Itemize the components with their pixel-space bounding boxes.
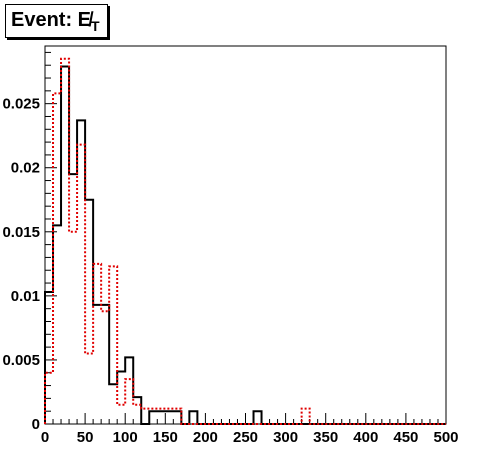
y-tick-label: 0 [32,416,40,433]
y-tick-label: 0.005 [2,352,40,369]
x-tick-label: 50 [77,429,94,446]
histogram-series-red-dotted [44,57,446,425]
x-tick-label: 400 [353,429,378,446]
chart-title: Event: E̸T [11,9,100,34]
x-tick-label: 0 [41,429,49,446]
x-tick-label: 200 [193,429,218,446]
series-layer [44,57,446,425]
x-tick-label: 450 [393,429,418,446]
chart-title-subscript: T [91,17,100,34]
x-tick-label: 350 [313,429,338,446]
y-tick-label: 0.02 [11,160,40,177]
chart-title-box: Event: E̸T [5,4,108,38]
y-tick-label: 0.025 [2,96,40,113]
plot-frame [44,45,447,425]
x-tick-label: 300 [273,429,298,446]
y-tick-label: 0.015 [2,224,40,241]
x-tick-label: 150 [153,429,178,446]
y-axis: 0 0.005 0.01 0.015 0.02 0.025 [2,51,57,433]
x-axis: 0 50 100 150 200 250 300 350 400 450 500 [41,413,459,446]
y-tick-label: 0.01 [11,288,40,305]
x-tick-label: 250 [233,429,258,446]
chart-title-main: Event: E̸ [11,8,92,31]
x-tick-label: 100 [113,429,138,446]
x-tick-label: 500 [433,429,458,446]
